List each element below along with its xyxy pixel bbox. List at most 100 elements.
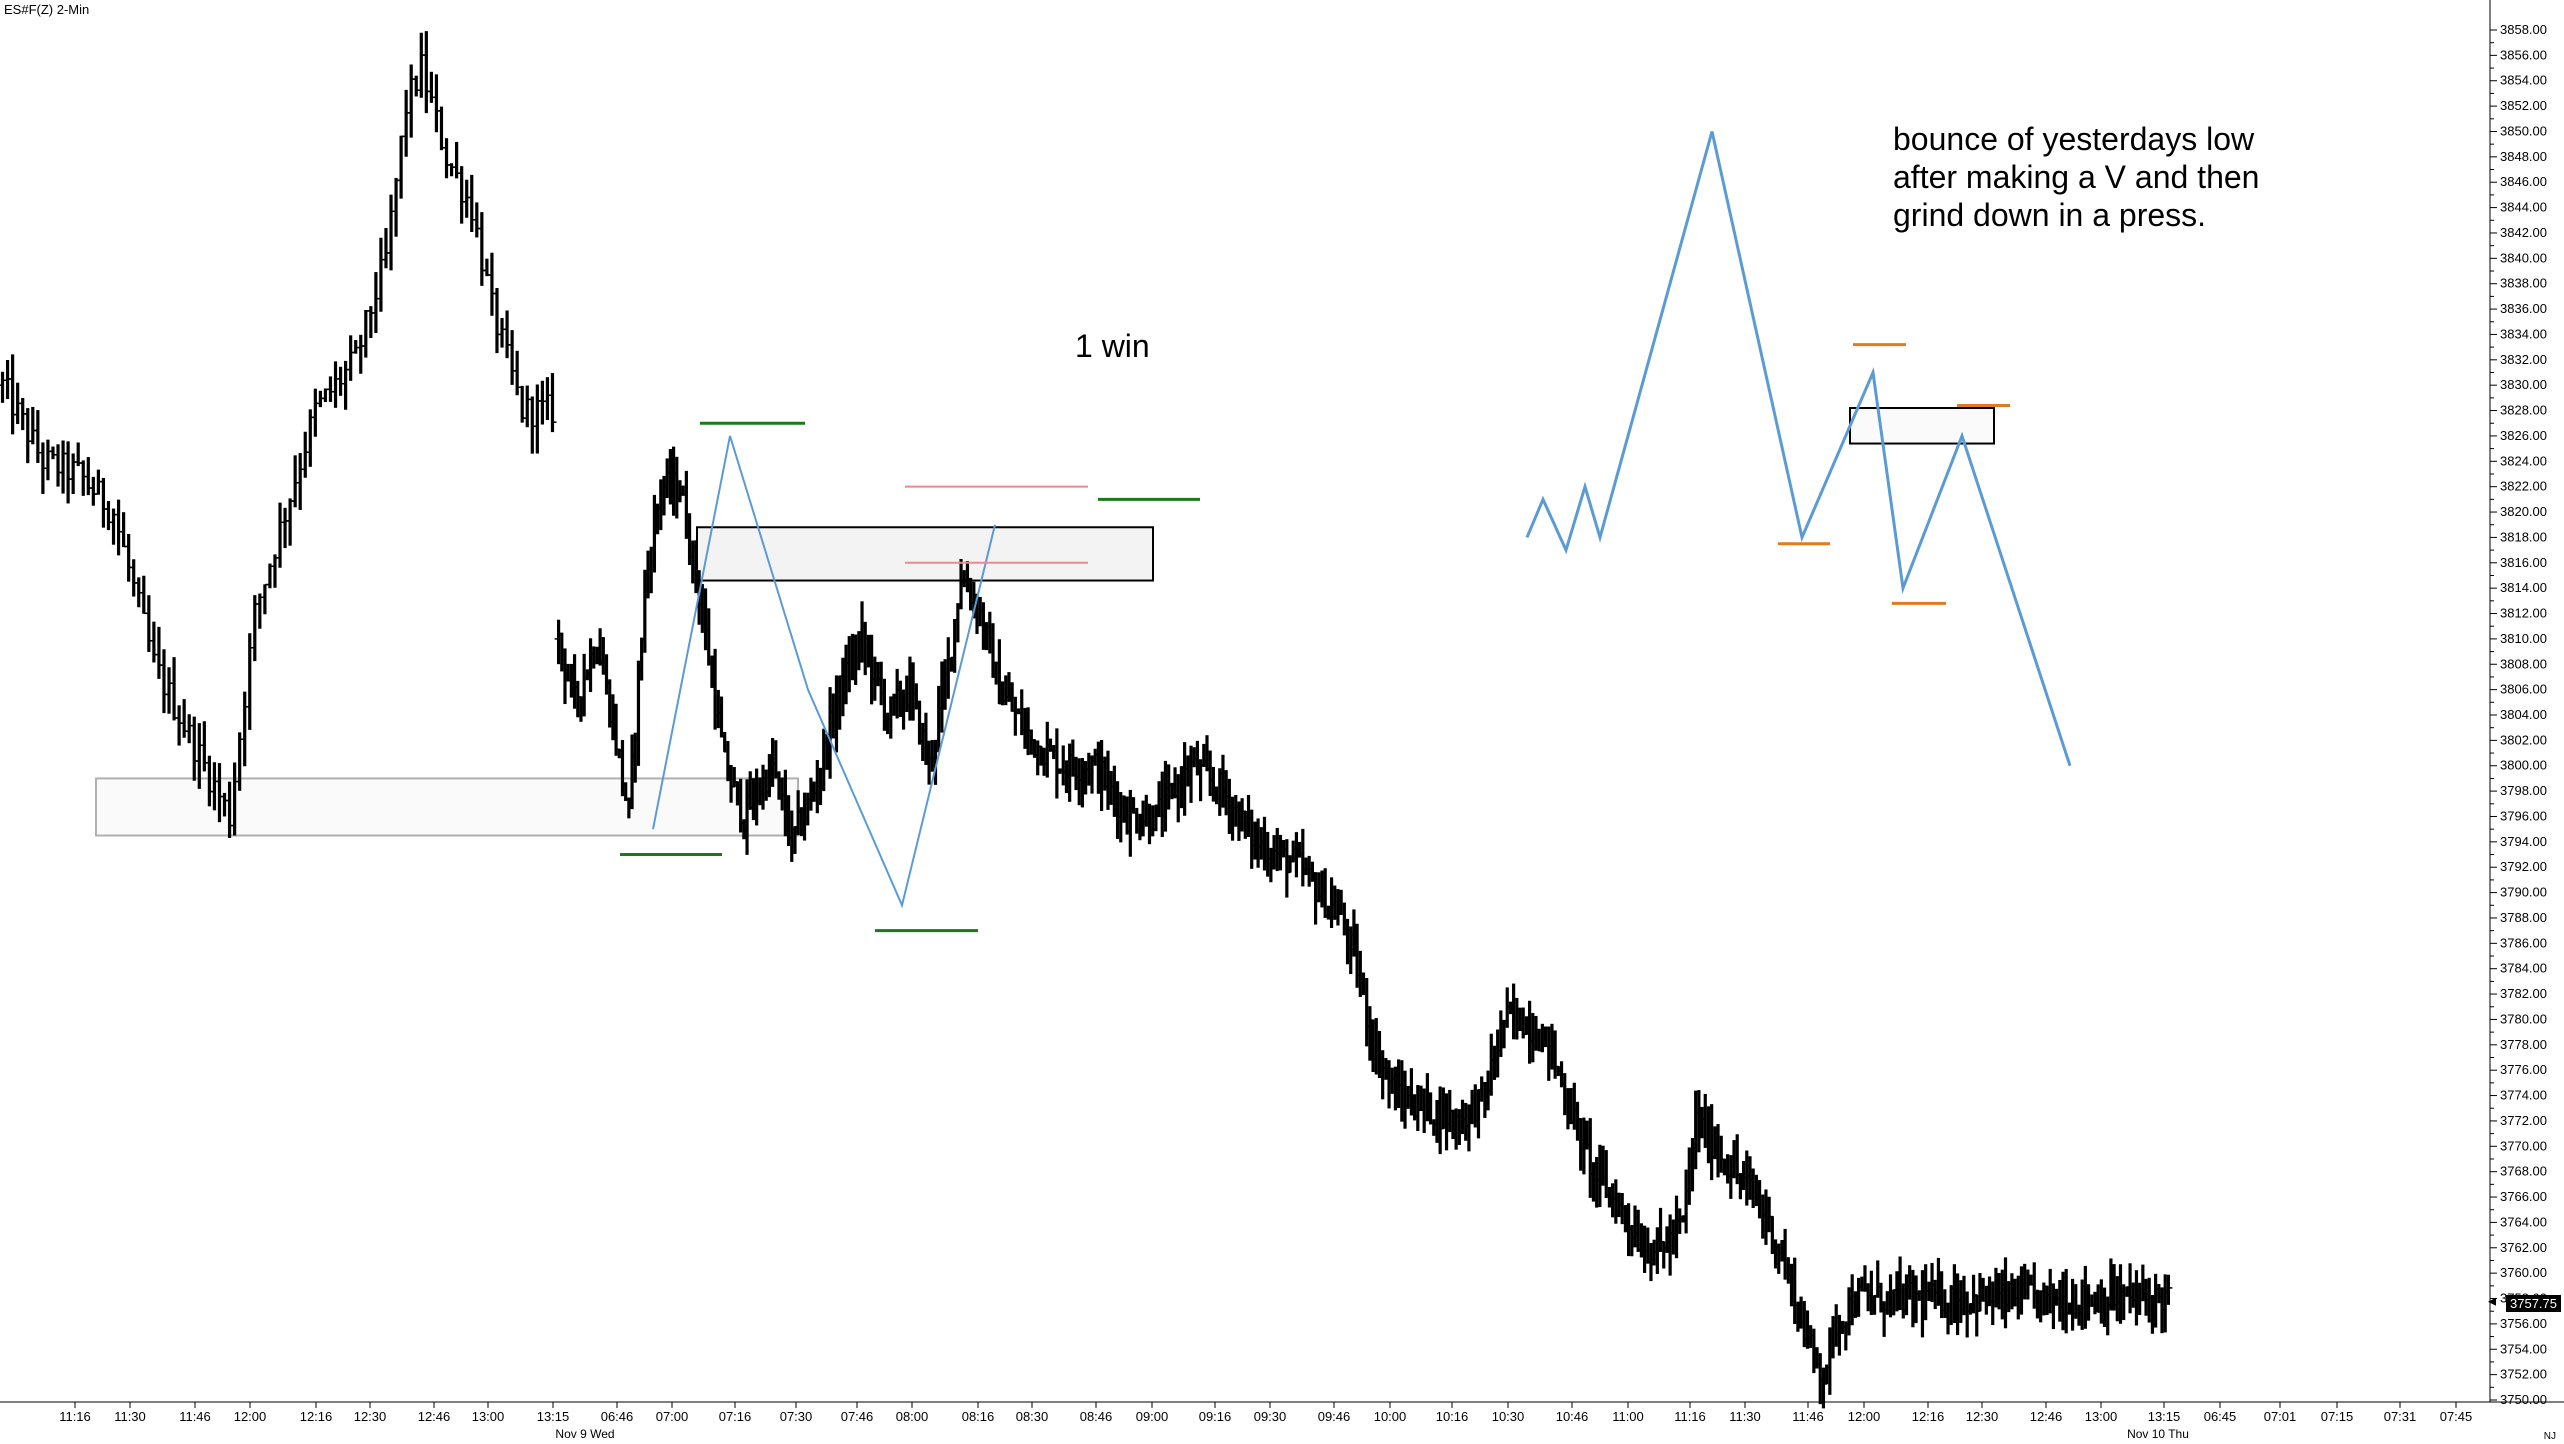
- ohlc-bar: [296, 452, 305, 510]
- ohlc-bar: [356, 334, 365, 374]
- ohlc-bar: [331, 361, 340, 408]
- y-tick-label: 3840.00: [2500, 250, 2547, 265]
- y-tick-label: 3810.00: [2500, 631, 2547, 646]
- x-tick-label: 09:00: [1136, 1409, 1169, 1424]
- ohlc-bar: [487, 252, 496, 316]
- ohlc-bar: [84, 457, 93, 496]
- last-price-tag: 3757.75: [2506, 1295, 2561, 1312]
- ohlc-bar: [185, 714, 194, 744]
- y-tick-label: 3794.00: [2500, 834, 2547, 849]
- ohlc-bar: [523, 385, 532, 428]
- ohlc-bar: [139, 575, 148, 615]
- ohlc-bar: [270, 554, 279, 588]
- bars-layer: [0, 31, 2173, 1409]
- x-tick-label: 12:00: [234, 1409, 267, 1424]
- y-tick-label: 3774.00: [2500, 1088, 2547, 1103]
- ohlc-bar: [311, 388, 320, 437]
- y-tick-label: 3760.00: [2500, 1265, 2547, 1280]
- x-tick-label: 11:30: [1729, 1409, 1761, 1424]
- x-tick-label: 10:16: [1436, 1409, 1469, 1424]
- ohlc-bar: [114, 499, 123, 556]
- ohlc-bar: [528, 396, 537, 454]
- ohlc-bar: [154, 626, 163, 679]
- y-tick-label: 3804.00: [2500, 707, 2547, 722]
- ohlc-bar: [361, 310, 370, 358]
- ohlc-bar: [492, 288, 501, 354]
- y-tick-label: 3850.00: [2500, 123, 2547, 138]
- x-date-label: Nov 9 Wed: [555, 1427, 614, 1441]
- x-tick-label: 07:45: [2440, 1409, 2473, 1424]
- y-tick-label: 3818.00: [2500, 529, 2547, 544]
- y-tick-label: 3754.00: [2500, 1341, 2547, 1356]
- ohlc-bar: [170, 657, 179, 721]
- ohlc-bar: [392, 177, 401, 237]
- ohlc-bar: [159, 649, 168, 714]
- x-tick-label: 13:15: [2148, 1409, 2181, 1424]
- ohlc-bar: [321, 388, 330, 403]
- x-tick-label: 12:16: [300, 1409, 333, 1424]
- annotation-main: bounce of yesterdays low after making a …: [1893, 120, 2259, 234]
- y-tick-label: 3782.00: [2500, 986, 2547, 1001]
- y-tick-label: 3828.00: [2500, 403, 2547, 418]
- y-tick-label: 3822.00: [2500, 479, 2547, 494]
- ohlc-bar: [286, 498, 295, 546]
- x-tick-label: 11:46: [1792, 1409, 1824, 1424]
- y-tick-label: 3814.00: [2500, 580, 2547, 595]
- y-tick-label: 3836.00: [2500, 301, 2547, 316]
- ohlc-bar: [543, 377, 552, 420]
- x-tick-label: 07:15: [2321, 1409, 2354, 1424]
- x-tick-label: 11:16: [59, 1409, 91, 1424]
- ohlc-bar: [341, 360, 350, 410]
- drawn-v-path: [652, 435, 996, 909]
- y-tick-label: 3772.00: [2500, 1113, 2547, 1128]
- y-tick-label: 3798.00: [2500, 783, 2547, 798]
- y-tick-label: 3788.00: [2500, 910, 2547, 925]
- ohlc-bar: [467, 174, 476, 232]
- y-tick-label: 3830.00: [2500, 377, 2547, 392]
- x-tick-label: 12:46: [2030, 1409, 2063, 1424]
- ohlc-bar: [548, 373, 557, 433]
- ohlc-bar: [99, 477, 108, 528]
- ohlc-bar: [28, 406, 37, 445]
- x-tick-label: 12:00: [1848, 1409, 1881, 1424]
- ohlc-bar: [59, 440, 68, 494]
- y-tick-label: 3762.00: [2500, 1240, 2547, 1255]
- ohlc-bar: [482, 258, 491, 277]
- y-tick-label: 3854.00: [2500, 73, 2547, 88]
- ohlc-bar: [255, 593, 264, 629]
- y-tick-label: 3812.00: [2500, 606, 2547, 621]
- ohlc-bar: [472, 202, 481, 238]
- ohlc-bar: [518, 385, 527, 423]
- zone-resistance: [696, 526, 1154, 582]
- ohlc-bar: [447, 163, 456, 177]
- ohlc-bar: [165, 667, 174, 714]
- x-tick-label: 10:00: [1374, 1409, 1407, 1424]
- y-tick-label: 3786.00: [2500, 935, 2547, 950]
- x-tick-label: 12:30: [354, 1409, 387, 1424]
- ohlc-bar: [366, 306, 375, 339]
- annotation-win: 1 win: [1075, 328, 1150, 364]
- y-tick-label: 3826.00: [2500, 428, 2547, 443]
- ohlc-bar: [129, 559, 138, 597]
- x-tick-label: 06:46: [601, 1409, 634, 1424]
- ohlc-bar: [281, 507, 290, 549]
- y-tick-label: 3846.00: [2500, 174, 2547, 189]
- zones-layer: [95, 407, 1995, 837]
- x-tick-label: 07:01: [2264, 1409, 2297, 1424]
- y-tick-label: 3844.00: [2500, 200, 2547, 215]
- drawn-scenario-path: [1525, 131, 2072, 767]
- ohlc-bar: [124, 533, 133, 582]
- x-tick-label: 13:00: [2085, 1409, 2118, 1424]
- ohlc-bar: [240, 691, 249, 767]
- x-tick-label: 12:30: [1966, 1409, 1999, 1424]
- x-tick-label: 09:16: [1199, 1409, 1232, 1424]
- ohlc-bar: [175, 705, 184, 746]
- y-tick-label: 3802.00: [2500, 732, 2547, 747]
- ohlc-bar: [371, 272, 380, 333]
- y-tick-label: 3858.00: [2500, 22, 2547, 37]
- ohlc-bar: [397, 135, 406, 199]
- x-tick-label: 08:30: [1016, 1409, 1049, 1424]
- x-tick-label: 12:46: [418, 1409, 451, 1424]
